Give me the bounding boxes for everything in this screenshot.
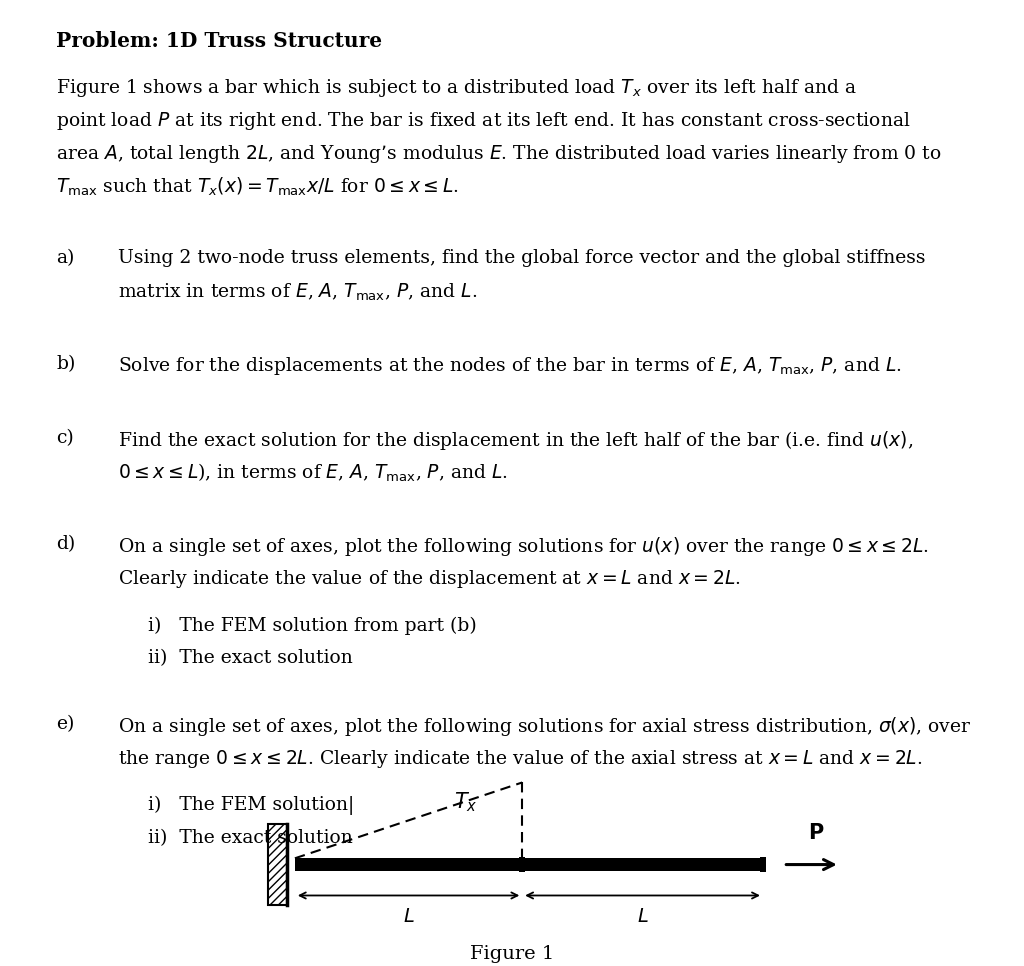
Text: $L$: $L$ (637, 907, 648, 926)
Text: $T_x$: $T_x$ (455, 791, 477, 814)
Bar (268, 824, 287, 905)
Text: i)   The FEM solution|: i) The FEM solution| (148, 796, 354, 815)
Text: Figure 1 shows a bar which is subject to a distributed load $T_x$ over its left : Figure 1 shows a bar which is subject to… (56, 77, 857, 99)
Text: c): c) (56, 429, 74, 447)
Text: $\mathbf{P}$: $\mathbf{P}$ (809, 823, 824, 843)
Text: area $A$, total length $2L$, and Young’s modulus $E$. The distributed load varie: area $A$, total length $2L$, and Young’s… (56, 143, 942, 165)
Text: On a single set of axes, plot the following solutions for axial stress distribut: On a single set of axes, plot the follow… (118, 715, 971, 738)
Text: Figure 1: Figure 1 (470, 945, 554, 963)
Text: Find the exact solution for the displacement in the left half of the bar (i.e. f: Find the exact solution for the displace… (118, 429, 913, 452)
Text: On a single set of axes, plot the following solutions for $u(x)$ over the range : On a single set of axes, plot the follow… (118, 535, 929, 558)
Bar (519, 857, 525, 872)
Text: ii)  The exact solution: ii) The exact solution (148, 829, 353, 847)
Text: e): e) (56, 715, 75, 733)
Text: $L$: $L$ (402, 907, 415, 926)
Bar (295, 858, 763, 871)
Text: a): a) (56, 249, 75, 268)
Text: Using 2 two-node truss elements, find the global force vector and the global sti: Using 2 two-node truss elements, find th… (118, 249, 926, 268)
Text: ii)  The exact solution: ii) The exact solution (148, 649, 353, 668)
Text: Solve for the displacements at the nodes of the bar in terms of $E$, $A$, $T_{\r: Solve for the displacements at the nodes… (118, 355, 901, 378)
Text: b): b) (56, 355, 76, 374)
Text: $T_{\rm max}$ such that $T_x(x) = T_{\rm max}x/L$ for $0 \leq x \leq L$.: $T_{\rm max}$ such that $T_x(x) = T_{\rm… (56, 176, 459, 198)
Text: i)   The FEM solution from part (b): i) The FEM solution from part (b) (148, 616, 477, 635)
Text: the range $0 \leq x \leq 2L$. Clearly indicate the value of the axial stress at : the range $0 \leq x \leq 2L$. Clearly in… (118, 748, 923, 770)
Text: $0 \leq x \leq L$), in terms of $E$, $A$, $T_{\rm max}$, $P$, and $L$.: $0 \leq x \leq L$), in terms of $E$, $A$… (118, 462, 508, 484)
Text: Problem: 1D Truss Structure: Problem: 1D Truss Structure (56, 31, 382, 51)
Text: d): d) (56, 535, 76, 554)
Text: point load $P$ at its right end. The bar is fixed at its left end. It has consta: point load $P$ at its right end. The bar… (56, 110, 911, 132)
Text: Clearly indicate the value of the displacement at $x = L$ and $x = 2L$.: Clearly indicate the value of the displa… (118, 568, 740, 590)
Bar (760, 857, 766, 872)
Text: matrix in terms of $E$, $A$, $T_{\rm max}$, $P$, and $L$.: matrix in terms of $E$, $A$, $T_{\rm max… (118, 282, 477, 303)
